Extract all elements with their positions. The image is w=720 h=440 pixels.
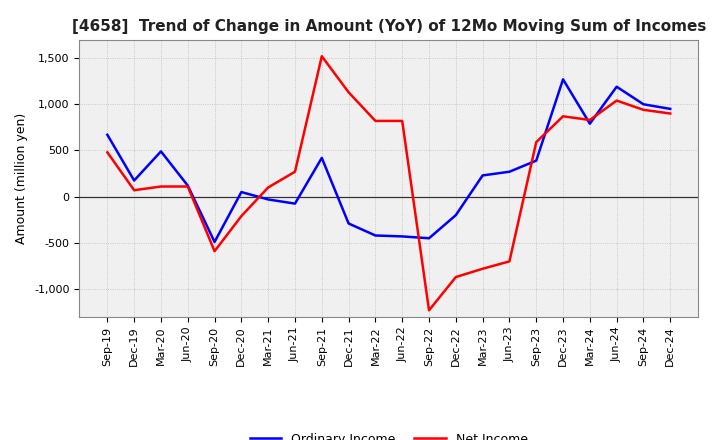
Net Income (344, 90, 353, 95)
Ordinary Income (264, 197, 272, 202)
Ordinary Income (425, 235, 433, 241)
Net Income (505, 259, 514, 264)
Net Income (425, 308, 433, 313)
Ordinary Income (237, 189, 246, 194)
Net Income (559, 114, 567, 119)
Line: Net Income: Net Income (107, 56, 670, 310)
Net Income (157, 184, 166, 189)
Legend: Ordinary Income, Net Income: Ordinary Income, Net Income (245, 429, 533, 440)
Net Income (318, 54, 326, 59)
Ordinary Income (505, 169, 514, 174)
Ordinary Income (157, 149, 166, 154)
Ordinary Income (666, 106, 675, 111)
Ordinary Income (559, 77, 567, 82)
Ordinary Income (398, 234, 407, 239)
Net Income (130, 187, 138, 193)
Ordinary Income (184, 183, 192, 188)
Net Income (532, 139, 541, 145)
Net Income (478, 266, 487, 271)
Net Income (184, 184, 192, 189)
Net Income (210, 249, 219, 254)
Ordinary Income (210, 239, 219, 245)
Net Income (612, 98, 621, 103)
Title: [4658]  Trend of Change in Amount (YoY) of 12Mo Moving Sum of Incomes: [4658] Trend of Change in Amount (YoY) o… (71, 19, 706, 34)
Ordinary Income (103, 132, 112, 137)
Ordinary Income (585, 121, 594, 126)
Net Income (666, 111, 675, 116)
Net Income (291, 169, 300, 174)
Net Income (585, 117, 594, 123)
Ordinary Income (612, 84, 621, 89)
Ordinary Income (478, 173, 487, 178)
Line: Ordinary Income: Ordinary Income (107, 79, 670, 242)
Ordinary Income (451, 213, 460, 218)
Net Income (451, 275, 460, 280)
Net Income (103, 150, 112, 155)
Ordinary Income (318, 155, 326, 161)
Y-axis label: Amount (million yen): Amount (million yen) (15, 113, 28, 244)
Net Income (371, 118, 379, 124)
Net Income (237, 213, 246, 219)
Ordinary Income (291, 201, 300, 206)
Ordinary Income (532, 158, 541, 163)
Ordinary Income (130, 178, 138, 183)
Ordinary Income (344, 221, 353, 226)
Net Income (398, 118, 407, 124)
Net Income (639, 107, 648, 113)
Ordinary Income (639, 102, 648, 107)
Net Income (264, 185, 272, 190)
Ordinary Income (371, 233, 379, 238)
